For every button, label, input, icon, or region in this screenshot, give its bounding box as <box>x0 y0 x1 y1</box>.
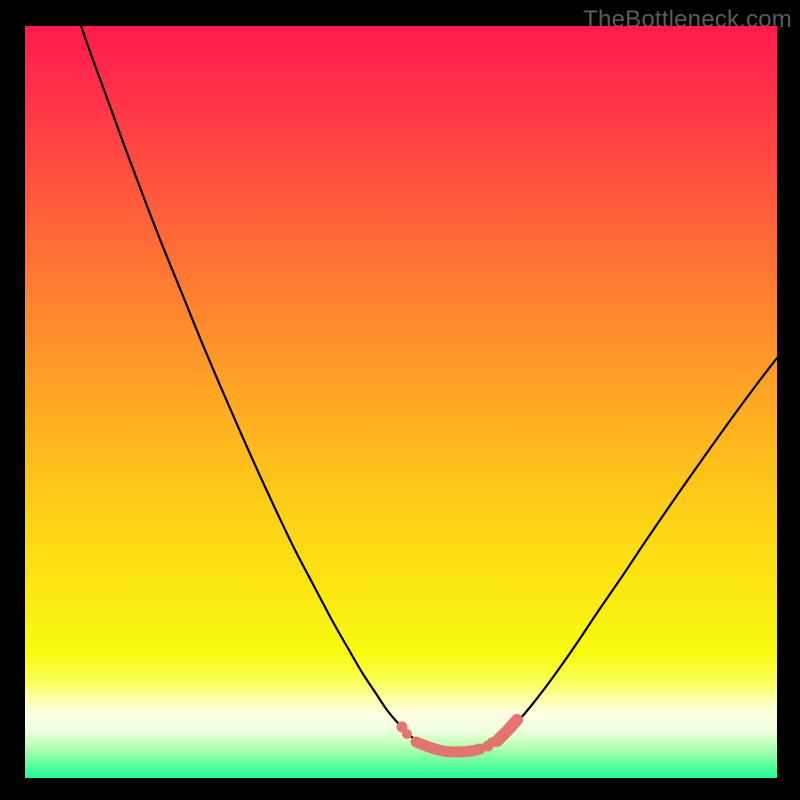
plot-area <box>25 26 777 778</box>
gradient-background <box>25 26 777 778</box>
chart-frame: TheBottleneck.com <box>0 0 800 800</box>
highlight-dot-d4 <box>487 737 497 747</box>
highlight-dot-d2 <box>402 729 412 739</box>
chart-svg <box>25 26 777 778</box>
